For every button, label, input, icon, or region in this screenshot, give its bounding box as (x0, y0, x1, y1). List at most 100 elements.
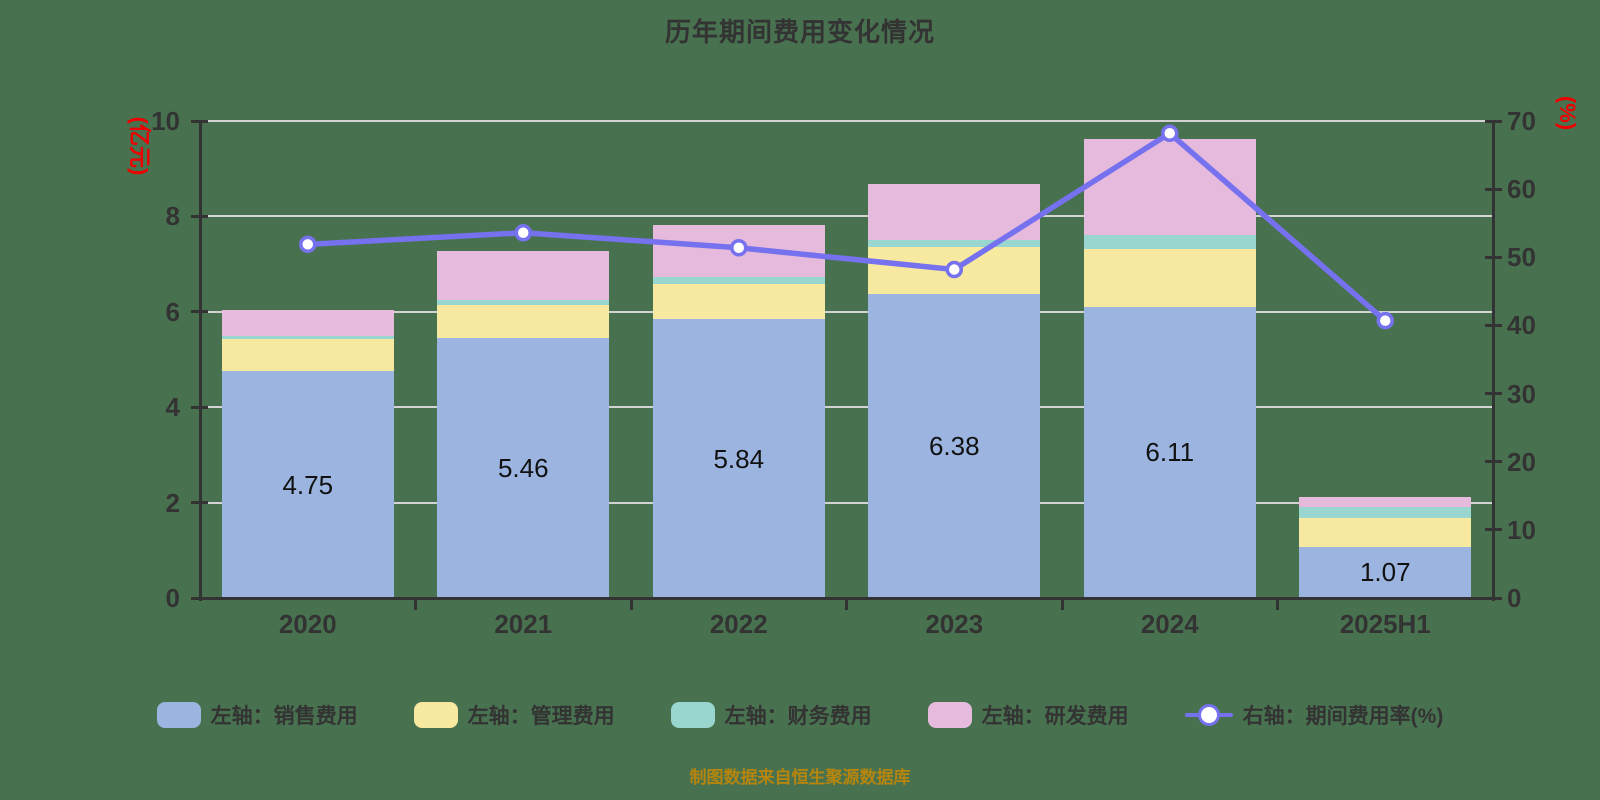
x-axis-tick-label: 2021 (494, 609, 553, 639)
bar-segment-finance-2023[interactable] (868, 239, 1041, 247)
expense-rate-line[interactable] (305, 130, 1388, 324)
legend-swatch-admin (413, 702, 458, 728)
bar-segment-admin-2022[interactable] (652, 284, 825, 320)
gridline (200, 406, 1493, 409)
x-axis-tick-label: 2022 (709, 609, 768, 639)
left-axis-tick-label: 0 (165, 583, 180, 613)
right-axis-tick-label: 70 (1507, 106, 1536, 136)
gridline (200, 310, 1493, 313)
bar-segment-sales-2025H1[interactable] (1299, 546, 1472, 598)
bar-value-label: 1.07 (1359, 557, 1411, 588)
legend-item-admin[interactable]: 左轴：管理费用 (413, 700, 615, 730)
x-axis-tick-label: 2025H1 (1339, 609, 1431, 639)
bar-segment-sales-2021[interactable] (437, 337, 610, 598)
bar-segment-finance-2024[interactable] (1083, 235, 1256, 249)
x-axis-tick (1060, 598, 1064, 610)
right-axis-tick (1485, 528, 1502, 532)
bar-segment-rd-2021[interactable] (437, 251, 610, 301)
left-axis-tick-label: 6 (165, 296, 180, 327)
right-axis-tick (1485, 596, 1502, 600)
bar-segment-rd-2025H1[interactable] (1299, 497, 1472, 507)
legend: 左轴：销售费用 左轴：管理费用 左轴：财务费用 左轴：研发费用 右轴：期间费用率(%) (0, 700, 1600, 730)
left-axis-tick-label: 4 (165, 392, 180, 423)
legend-marker-icon (1197, 704, 1220, 726)
left-axis-tick (191, 501, 208, 505)
legend-label: 左轴：研发费用 (981, 705, 1129, 728)
bar-value-label: 6.38 (928, 430, 980, 461)
legend-label: 左轴：财务费用 (724, 705, 872, 728)
legend-label: 右轴：期间费用率(%) (1242, 705, 1444, 728)
left-axis-tick-label: 8 (165, 201, 180, 232)
right-axis-tick-label: 40 (1507, 310, 1536, 341)
y-axis-right (1491, 121, 1495, 601)
right-axis-tick-label: 0 (1507, 583, 1522, 613)
right-axis-tick (1485, 119, 1502, 123)
x-axis-tick-label: 2024 (1140, 609, 1199, 639)
right-axis-tick (1485, 392, 1502, 396)
left-axis-tick-label: 2 (165, 487, 180, 518)
expense-rate-marker[interactable] (945, 260, 963, 279)
bar-value-label: 5.84 (713, 443, 765, 474)
bar-segment-admin-2020[interactable] (221, 339, 394, 372)
legend-item-sales[interactable]: 左轴：销售费用 (156, 700, 358, 730)
legend-swatch-rd (927, 702, 972, 728)
legend-item-finance[interactable]: 左轴：财务费用 (670, 700, 872, 730)
right-axis-tick (1485, 460, 1502, 464)
bar-segment-finance-2022[interactable] (652, 277, 825, 285)
right-axis-tick (1485, 187, 1502, 191)
left-axis-tick (191, 405, 208, 409)
x-axis-tick (845, 598, 848, 610)
x-axis-tick-label: 2020 (278, 609, 337, 639)
legend-line-icon (1184, 704, 1233, 726)
gridline (200, 120, 1493, 122)
right-axis-tick (1485, 323, 1502, 327)
gridline (200, 215, 1493, 218)
x-axis-tick-label: 2023 (925, 609, 984, 639)
right-axis-tick-label: 60 (1507, 174, 1536, 205)
left-axis-tick (191, 596, 208, 600)
bar-value-label: 6.11 (1145, 437, 1195, 468)
footer-source-note: 制图数据来自恒生聚源数据库 (689, 768, 911, 787)
x-axis-tick (1276, 598, 1279, 610)
expense-rate-marker[interactable] (730, 238, 748, 257)
bar-segment-finance-2021[interactable] (437, 300, 610, 306)
legend-label: 左轴：销售费用 (210, 705, 358, 728)
gridline (200, 501, 1493, 504)
bar-segment-sales-2022[interactable] (652, 319, 825, 598)
right-axis-tick-label: 10 (1507, 514, 1536, 545)
right-axis-tick (1485, 255, 1502, 259)
x-axis-tick (414, 598, 417, 610)
right-axis-tick-label: 20 (1507, 446, 1536, 477)
chart-title: 历年期间费用变化情况 (664, 17, 935, 47)
expense-rate-marker[interactable] (299, 235, 317, 254)
legend-item-rate[interactable]: 右轴：期间费用率(%) (1184, 700, 1444, 730)
left-axis-tick-label: 10 (151, 106, 180, 136)
bar-segment-admin-2021[interactable] (437, 305, 610, 338)
bar-value-label: 4.75 (282, 469, 334, 500)
bar-value-label: 5.46 (497, 452, 549, 483)
left-axis-tick (191, 214, 208, 218)
bar-segment-admin-2024[interactable] (1083, 248, 1256, 307)
legend-item-rd[interactable]: 左轴：研发费用 (927, 700, 1129, 730)
legend-swatch-finance (670, 702, 715, 728)
bar-segment-rd-2020[interactable] (221, 309, 394, 337)
right-axis-tick-label: 30 (1507, 378, 1536, 409)
expense-rate-marker[interactable] (514, 224, 532, 242)
bar-segment-sales-2020[interactable] (221, 371, 394, 598)
bar-segment-sales-2024[interactable] (1083, 306, 1256, 598)
expense-rate-marker[interactable] (1161, 124, 1179, 143)
expense-rate-marker[interactable] (1376, 311, 1394, 330)
bar-segment-finance-2020[interactable] (221, 336, 394, 340)
bar-segment-sales-2023[interactable] (868, 293, 1041, 598)
y-axis-left (198, 121, 202, 601)
legend-swatch-sales (156, 702, 201, 728)
bar-segment-rd-2024[interactable] (1083, 138, 1256, 236)
bar-segment-finance-2025H1[interactable] (1299, 506, 1472, 519)
right-axis-tick-label: 50 (1507, 242, 1536, 273)
legend-label: 左轴：管理费用 (467, 705, 615, 728)
bar-segment-admin-2025H1[interactable] (1299, 518, 1472, 547)
x-axis-tick (629, 598, 633, 610)
